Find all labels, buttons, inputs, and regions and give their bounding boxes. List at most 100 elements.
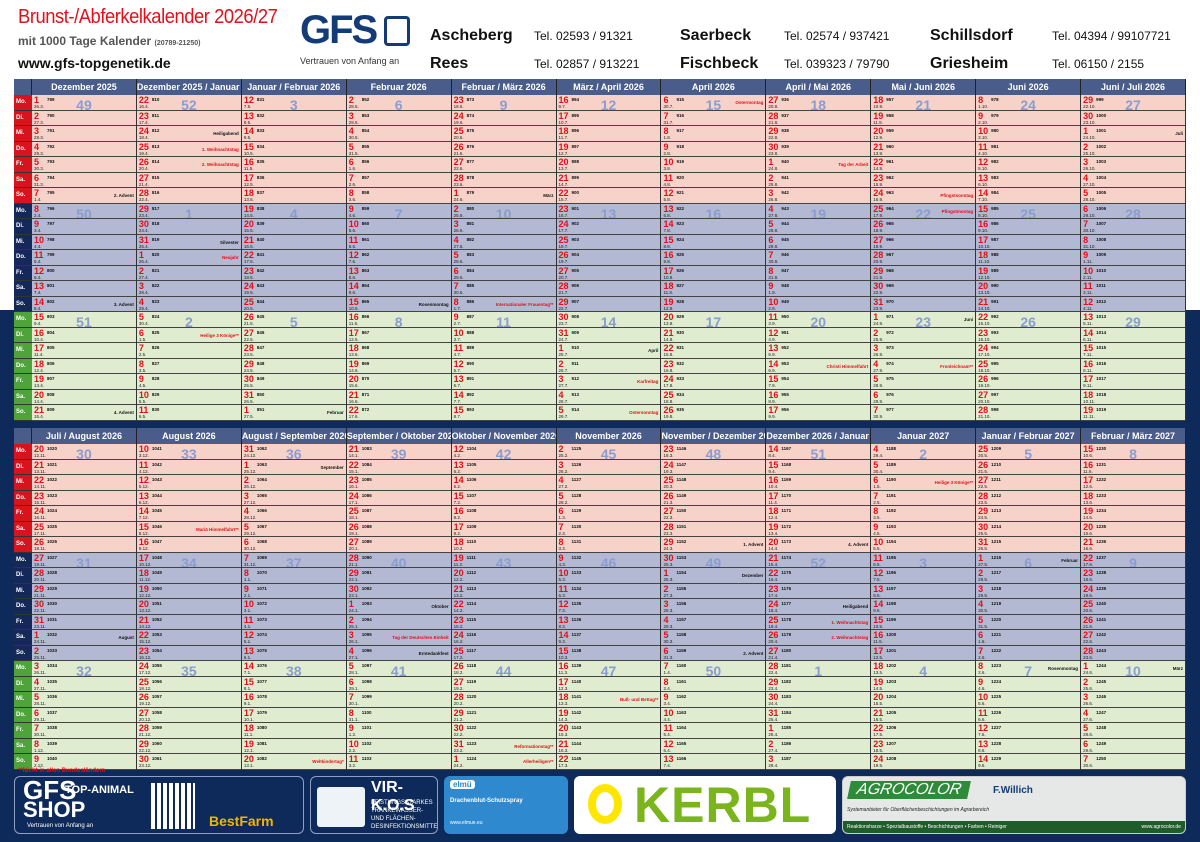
day-cell[interactable]: 28 847 23.5. — [241, 343, 346, 359]
day-cell[interactable]: 5 883 28.6. — [451, 250, 556, 266]
day-cell[interactable]: 1 1216 27.5. Februar 6 — [976, 553, 1081, 568]
day-cell[interactable]: 12 921 5.8. — [661, 188, 766, 204]
day-cell[interactable]: 21 840 16.5. — [241, 235, 346, 250]
day-cell[interactable]: 31 850 26.5. — [241, 390, 346, 405]
day-cell[interactable]: 14 984 7.10. — [976, 188, 1081, 204]
day-cell[interactable]: 31 1031 23.11. — [32, 615, 136, 630]
day-cell[interactable]: 7 1038 30.11. — [32, 723, 136, 739]
day-cell[interactable]: 16 1139 11.3. 47 — [556, 661, 661, 677]
day-cell[interactable]: 30 1092 23.1. — [346, 584, 451, 599]
day-cell[interactable]: 25 903 18.7. — [556, 235, 661, 250]
day-cell[interactable]: 29 1121 21.2. — [451, 708, 556, 723]
day-cell[interactable]: 20 929 13.8. 17 — [661, 312, 766, 328]
day-cell[interactable]: 3 1246 26.6. — [1081, 692, 1185, 708]
day-cell[interactable]: 11 1164 5.4. — [661, 723, 766, 739]
day-cell[interactable]: 15 865 10.6. Rosenmontag — [346, 297, 451, 312]
day-cell[interactable]: 20 1112 12.2. — [451, 568, 556, 584]
day-cell[interactable]: 13 832 8.5. — [241, 111, 346, 126]
day-cell[interactable]: 14 1014 6.11. — [1081, 328, 1185, 343]
day-cell[interactable]: 14 802 8.4. 3. Advent — [32, 297, 136, 312]
day-cell[interactable]: 19 838 14.5. 4 — [241, 204, 346, 219]
day-cell[interactable]: 12 1012 4.11. — [1081, 297, 1185, 312]
day-cell[interactable]: 3 1034 26.11. 32 — [32, 661, 136, 677]
day-cell[interactable]: 24 812 18.4. Heiligabend — [136, 126, 241, 142]
day-cell[interactable]: 27 1211 22.5. — [976, 475, 1081, 491]
day-cell[interactable]: 23 1176 17.4. — [766, 584, 871, 599]
day-cell[interactable]: 21 960 13.9. — [871, 142, 976, 157]
day-cell[interactable]: 13 801 7.4. — [32, 281, 136, 297]
day-cell[interactable]: 5 975 28.9. — [871, 374, 976, 390]
day-cell[interactable]: 1 1001 24.10. Juli — [1081, 126, 1185, 142]
day-cell[interactable]: 19 1172 13.4. — [766, 522, 871, 537]
day-cell[interactable]: 12 1135 7.3. — [556, 599, 661, 615]
day-cell[interactable]: 4 1004 27.10. — [1081, 173, 1185, 188]
day-cell[interactable]: 27 936 20.8. 18 — [766, 95, 871, 111]
day-cell[interactable]: 27 1027 19.11. 31 — [32, 553, 136, 568]
day-cell[interactable]: 30 1183 24.4. — [766, 692, 871, 708]
day-cell[interactable]: 27 815 21.4. — [136, 173, 241, 188]
day-cell[interactable]: 21 1021 13.11. — [32, 460, 136, 475]
day-cell[interactable]: 8 978 1.10. 24 — [976, 95, 1081, 111]
day-cell[interactable]: 28 1243 23.6. — [1081, 646, 1185, 661]
day-cell[interactable]: 17 836 12.5. — [241, 173, 346, 188]
day-cell[interactable]: 1 1185 26.4. — [766, 723, 871, 739]
day-cell[interactable]: 17 1232 12.6. — [1081, 475, 1185, 491]
day-cell[interactable]: 7 916 31.7. — [661, 111, 766, 126]
day-cell[interactable]: 21 1113 13.2. — [451, 584, 556, 599]
day-cell[interactable]: 11 1011 3.11. — [1081, 281, 1185, 297]
day-cell[interactable]: 23 962 15.9. — [871, 173, 976, 188]
day-cell[interactable]: 8 1223 3.6. Rosenmontag 7 — [976, 661, 1081, 677]
day-cell[interactable]: 8 827 3.5. — [136, 359, 241, 374]
day-cell[interactable]: 6 884 29.6. — [451, 266, 556, 281]
day-cell[interactable]: 13 1044 6.12. — [136, 491, 241, 506]
day-cell[interactable]: 24 1239 19.6. — [1081, 584, 1185, 599]
day-cell[interactable]: 10 1072 3.1. — [241, 599, 346, 615]
day-cell[interactable]: 15 954 7.9. — [766, 374, 871, 390]
day-cell[interactable]: 20 1051 13.12. — [136, 599, 241, 615]
day-cell[interactable]: 3 822 28.4. — [136, 281, 241, 297]
day-cell[interactable]: 25 1240 20.6. — [1081, 599, 1185, 615]
day-cell[interactable]: 9 1193 4.5. — [871, 522, 976, 537]
day-cell[interactable]: 17 956 9.9. — [766, 405, 871, 421]
day-cell[interactable]: 6 1006 29.10. 28 — [1081, 204, 1185, 219]
day-cell[interactable]: 23 1115 15.2. — [451, 615, 556, 630]
day-cell[interactable]: 12 800 6.4. — [32, 266, 136, 281]
day-cell[interactable]: 23 1207 18.5. — [871, 739, 976, 754]
day-cell[interactable]: 31 1123 23.2. Reformationstag** — [451, 739, 556, 754]
day-cell[interactable]: 28 1151 23.3. — [661, 522, 766, 537]
day-cell[interactable]: 20 1235 15.6. — [1081, 522, 1185, 537]
day-cell[interactable]: 4 1035 27.11. — [32, 677, 136, 692]
day-cell[interactable]: 15 893 8.7. — [451, 405, 556, 421]
day-cell[interactable]: 23 811 17.4. — [136, 111, 241, 126]
day-cell[interactable]: 18 1171 12.4. — [766, 506, 871, 522]
day-cell[interactable]: 26 1210 21.5. — [976, 460, 1081, 475]
day-cell[interactable]: 23 1023 15.11. — [32, 491, 136, 506]
day-cell[interactable]: 16 1108 8.2. — [451, 506, 556, 522]
day-cell[interactable]: 2 1002 25.10. — [1081, 142, 1185, 157]
day-cell[interactable]: 26 1057 19.12. — [136, 692, 241, 708]
day-cell[interactable]: 22 1114 14.2. — [451, 599, 556, 615]
phone-number[interactable]: Tel. 039323 / 79790 — [784, 57, 890, 71]
day-cell[interactable]: 20 1173 14.4. 4. Advent — [766, 537, 871, 553]
day-cell[interactable]: 16 1200 11.5. — [871, 630, 976, 646]
day-cell[interactable]: 13 1228 8.6. — [976, 739, 1081, 754]
day-cell[interactable]: 29 999 22.10. 27 — [1081, 95, 1185, 111]
day-cell[interactable]: 22 841 17.5. — [241, 250, 346, 266]
day-cell[interactable]: 23 873 18.6. 9 — [451, 95, 556, 111]
day-cell[interactable]: 19 869 14.6. — [346, 359, 451, 374]
day-cell[interactable]: 16 925 9.8. — [661, 250, 766, 266]
day-cell[interactable]: 26 1088 19.1. — [346, 522, 451, 537]
day-cell[interactable]: 4 1188 29.4. 2 — [871, 444, 976, 460]
day-cell[interactable]: 30 939 23.8. — [766, 142, 871, 157]
day-cell[interactable]: 4 792 29.3. — [32, 142, 136, 157]
day-cell[interactable]: 8 1008 31.10. — [1081, 235, 1185, 250]
day-cell[interactable]: 7 885 30.6. — [451, 281, 556, 297]
day-cell[interactable]: 16 835 11.5. — [241, 157, 346, 173]
day-cell[interactable]: 6 915 30.7. Ostermontag 15 — [661, 95, 766, 111]
day-cell[interactable]: 25 995 18.10. — [976, 359, 1081, 374]
day-cell[interactable]: 12 1165 6.4. — [661, 739, 766, 754]
day-cell[interactable]: 25 964 17.9. Pfingstmontag 22 — [871, 204, 976, 219]
day-cell[interactable]: 18 1110 10.2. — [451, 537, 556, 553]
day-cell[interactable]: 4 882 27.6. — [451, 235, 556, 250]
day-cell[interactable]: 10 949 2.9. — [766, 297, 871, 312]
